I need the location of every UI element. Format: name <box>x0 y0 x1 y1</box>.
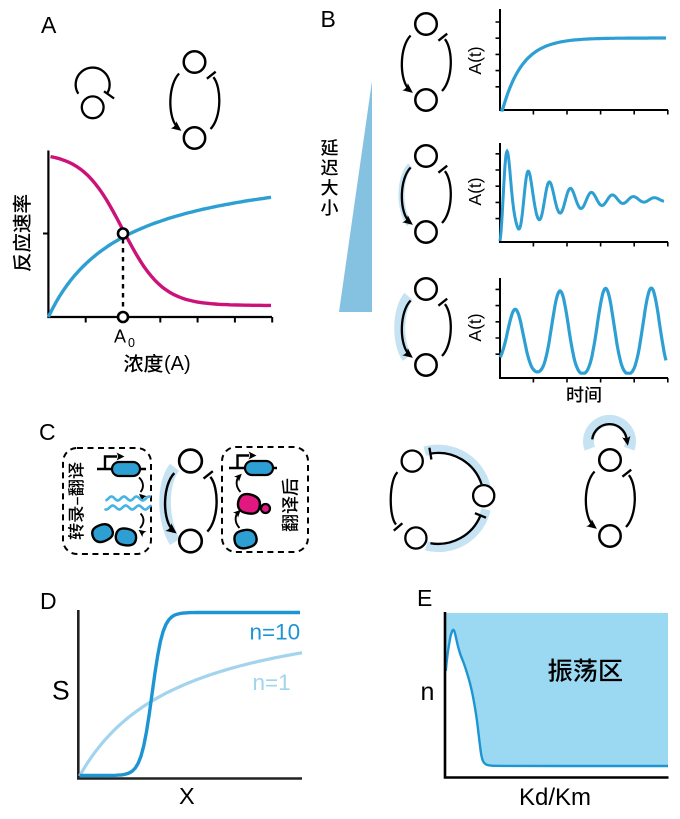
svg-text:Kd/Km: Kd/Km <box>519 784 591 811</box>
svg-text:A: A <box>114 327 126 347</box>
svg-text:(A): (A) <box>164 353 191 375</box>
svg-text:S: S <box>52 676 70 706</box>
svg-text:n: n <box>421 678 435 706</box>
svg-text:A(t): A(t) <box>465 313 485 341</box>
svg-text:A(t): A(t) <box>465 177 485 205</box>
svg-text:C: C <box>39 419 56 445</box>
svg-text:0: 0 <box>128 336 135 350</box>
svg-text:n=1: n=1 <box>253 670 291 695</box>
svg-text:B: B <box>321 6 336 32</box>
svg-text:E: E <box>417 585 432 611</box>
svg-text:X: X <box>179 783 195 809</box>
svg-text:A: A <box>41 12 57 38</box>
svg-text:A(t): A(t) <box>465 46 485 74</box>
svg-text:n=10: n=10 <box>250 619 301 644</box>
svg-text:D: D <box>40 588 57 614</box>
